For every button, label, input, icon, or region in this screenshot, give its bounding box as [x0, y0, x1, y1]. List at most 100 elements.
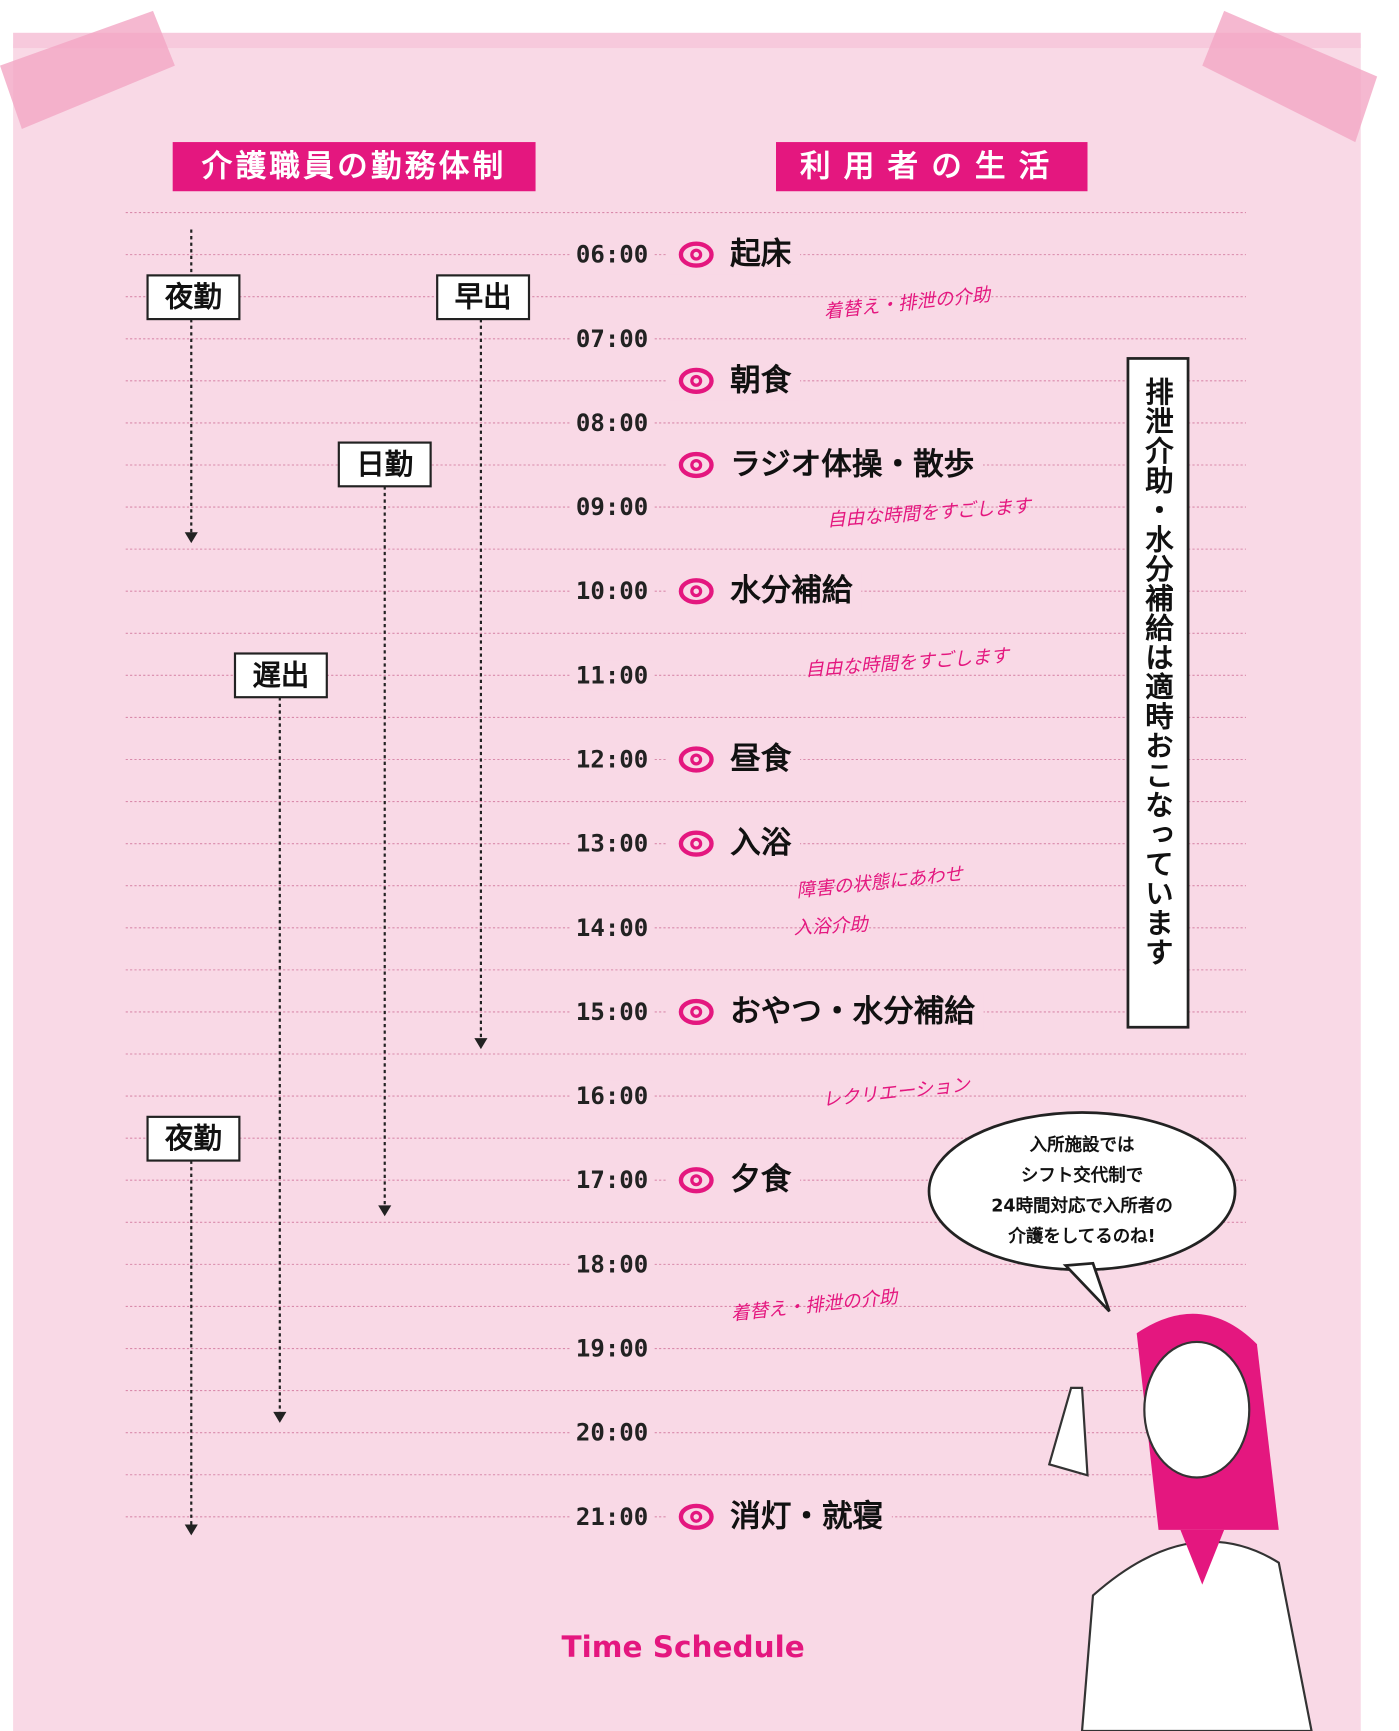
footer: Time Schedule [561, 1630, 804, 1664]
arrow-head [184, 532, 198, 544]
hand [1047, 1386, 1089, 1477]
shift-label: 夜勤 [164, 281, 222, 314]
time-bg [570, 1333, 654, 1364]
event-bg [666, 1497, 892, 1537]
event: 夕食 [730, 1162, 792, 1198]
event: ラジオ体操・散歩 [730, 447, 974, 482]
shift-box [436, 274, 531, 321]
time-bg [570, 1501, 654, 1533]
header-residents: 利用者の生活 [800, 150, 1062, 185]
shift-label: 早出 [455, 281, 512, 314]
event: 起床 [730, 237, 792, 272]
event-icon-inner [690, 1005, 703, 1018]
time-bg [570, 323, 654, 355]
event-icon [678, 241, 714, 268]
event-icon [678, 578, 714, 605]
time-label: 10:00 [576, 577, 648, 605]
event-icon-inner [690, 753, 703, 766]
time-bg [570, 1164, 654, 1196]
time-label: 11:00 [576, 661, 648, 689]
bubble-tail [1062, 1261, 1111, 1313]
event-bg [666, 823, 801, 864]
side-note-box [1126, 357, 1190, 1029]
event: 入浴 [730, 826, 792, 861]
event-icon-inner [690, 837, 703, 850]
time-label: 12:00 [576, 745, 648, 773]
shift-box [146, 274, 241, 321]
event-icon [678, 451, 714, 479]
event-bg [666, 445, 984, 485]
bubble-line: 24時間対応で入所者の [991, 1195, 1173, 1216]
event-icon-inner [690, 1510, 703, 1523]
tape-right [1202, 10, 1378, 143]
ribbon [1180, 1529, 1225, 1585]
time-bg [570, 744, 654, 775]
shift-box [233, 652, 328, 699]
bubble-line: シフト交代制で [1021, 1165, 1143, 1186]
event-icon-inner [690, 458, 703, 471]
time-bg [570, 996, 654, 1028]
time-bg [570, 1080, 654, 1112]
bubble-line: 入所施設では [1030, 1134, 1135, 1155]
shift-label: 遅出 [252, 659, 309, 692]
arrow-head [273, 1411, 287, 1423]
event-bg [666, 992, 984, 1032]
time-label: 15:00 [576, 998, 648, 1026]
arrow-head [378, 1205, 392, 1217]
character [1047, 1313, 1313, 1731]
time-bg [570, 491, 654, 523]
bubble-line: 介護をしてるのね! [1007, 1226, 1155, 1247]
time-label: 17:00 [576, 1166, 648, 1194]
event-icon [678, 1167, 714, 1194]
event-bg [666, 739, 801, 780]
time-label: 08:00 [576, 409, 648, 437]
header-box [172, 142, 536, 192]
side-note: 排泄介助・水分補給は適時おこなっています [1141, 377, 1174, 967]
time-label: 18:00 [576, 1250, 648, 1278]
event-icon-inner [690, 374, 703, 387]
time-label: 19:00 [576, 1335, 648, 1363]
face [1143, 1340, 1251, 1479]
note: 入浴介助 [793, 914, 871, 939]
event: 消灯・就寝 [730, 1498, 883, 1534]
time-bg [570, 660, 654, 691]
event: 朝食 [730, 362, 792, 398]
arrow-head [184, 1524, 198, 1536]
time-label: 07:00 [576, 325, 648, 353]
tape-left [0, 10, 175, 129]
time-label: 06:00 [576, 241, 648, 269]
time-label: 14:00 [576, 914, 648, 942]
time-label: 21:00 [576, 1503, 648, 1531]
paper-edge [13, 32, 1361, 49]
header-staff: 介護職員の勤務体制 [201, 149, 507, 185]
event-icon [678, 998, 714, 1026]
event-icon [678, 746, 714, 773]
event-bg [666, 361, 801, 401]
event: 昼食 [730, 741, 792, 777]
event: おやつ・水分補給 [730, 993, 975, 1029]
shift-box [337, 441, 432, 488]
time-bg [570, 575, 654, 607]
time-bg [570, 828, 654, 859]
time-label: 09:00 [576, 493, 648, 521]
arrow-head [474, 1038, 488, 1050]
event-icon-inner [690, 585, 703, 598]
time-bg [570, 912, 654, 944]
header-box [776, 142, 1088, 192]
time-label: 13:00 [576, 830, 648, 858]
event-bg [666, 234, 801, 275]
event-icon-inner [690, 1174, 703, 1187]
time-bg [570, 1249, 654, 1280]
shift-label: 日勤 [356, 448, 413, 481]
time-label: 20:00 [576, 1419, 648, 1447]
time-label: 16:00 [576, 1082, 648, 1110]
event-icon-inner [690, 248, 703, 261]
event: 水分補給 [730, 573, 853, 609]
event-bg [666, 1160, 801, 1200]
event-icon [678, 830, 714, 857]
shift-box [146, 1115, 241, 1162]
time-bg [570, 1417, 654, 1448]
time-bg [570, 239, 654, 270]
